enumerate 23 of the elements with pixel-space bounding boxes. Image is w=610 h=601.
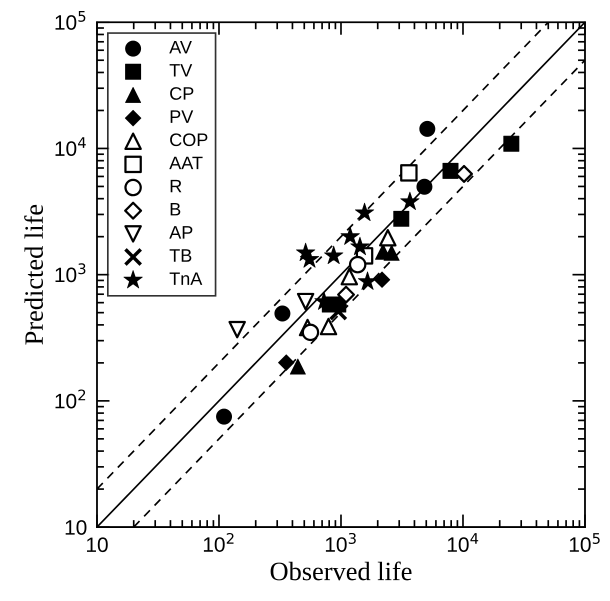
x-tick-label: 10$^{5}$ <box>570 533 600 552</box>
legend-label: AV <box>169 40 192 54</box>
x-tick-label: 10$^{4}$ <box>448 533 478 552</box>
legend-label: R <box>170 180 182 192</box>
x-tick-label: 10 <box>86 537 108 552</box>
y-tick-label: 10$^{3}$ <box>56 263 86 282</box>
x-axis-title: Observed life <box>270 562 412 580</box>
legend-label: AP <box>169 226 192 239</box>
y-tick-label: 10$^{5}$ <box>56 11 86 30</box>
legend-label: COP <box>170 133 208 146</box>
legend-label: B <box>170 203 180 216</box>
legend-label: CP <box>170 87 194 100</box>
y-tick-label: 10$^{2}$ <box>56 389 86 408</box>
y-tick-label: 10$^{4}$ <box>56 137 86 156</box>
legend-label: PV <box>170 110 194 123</box>
y-tick-label: 10 <box>66 520 86 535</box>
legend-label: TV <box>170 64 192 77</box>
x-tick-label: 10$^{2}$ <box>204 532 234 552</box>
y-axis-title: Predicted life <box>24 204 44 345</box>
legend-label: AAT <box>169 156 203 170</box>
x-tick-label: 10$^{3}$ <box>326 532 356 552</box>
legend-label: TnA <box>170 272 202 285</box>
legend-label: TB <box>170 249 192 262</box>
